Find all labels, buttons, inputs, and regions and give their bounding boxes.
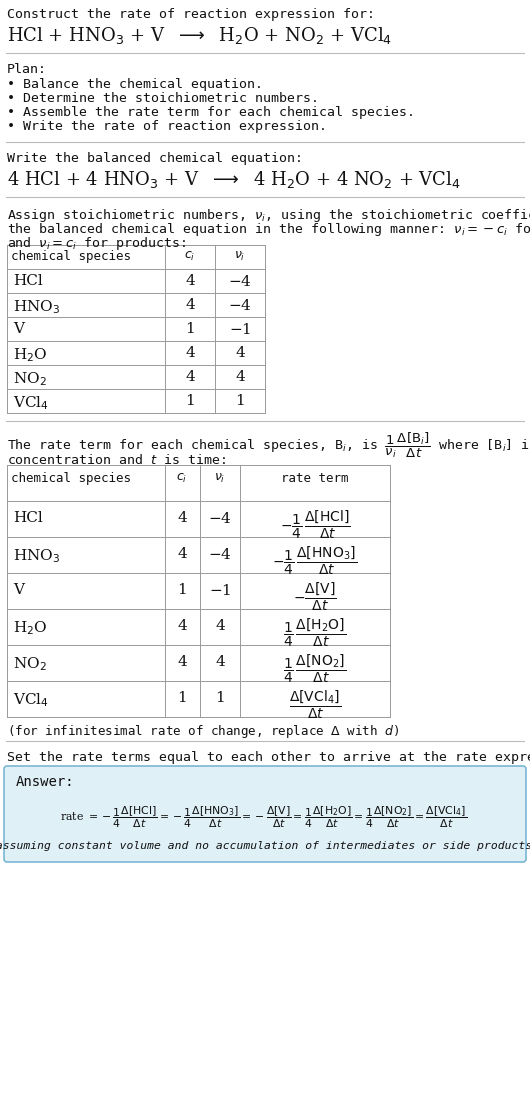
- Text: 1: 1: [177, 691, 187, 705]
- Text: and $\nu_i = c_i$ for products:: and $\nu_i = c_i$ for products:: [7, 235, 186, 252]
- Text: HNO$_3$: HNO$_3$: [13, 298, 60, 316]
- Text: 1: 1: [185, 394, 195, 408]
- Text: V: V: [13, 583, 24, 597]
- Text: 1: 1: [185, 322, 195, 336]
- Text: (assuming constant volume and no accumulation of intermediates or side products): (assuming constant volume and no accumul…: [0, 841, 530, 851]
- Text: 1: 1: [177, 583, 187, 597]
- Text: chemical species: chemical species: [11, 471, 131, 485]
- Text: $c_i$: $c_i$: [176, 471, 188, 485]
- Text: 4: 4: [185, 370, 195, 384]
- Text: $\nu_i$: $\nu_i$: [234, 250, 246, 264]
- Text: $-$1: $-$1: [209, 583, 231, 598]
- Text: $-$1: $-$1: [229, 322, 251, 337]
- Text: $-$4: $-$4: [208, 512, 232, 526]
- Text: Plan:: Plan:: [7, 63, 47, 76]
- Text: HNO$_3$: HNO$_3$: [13, 547, 60, 565]
- Text: NO$_2$: NO$_2$: [13, 655, 47, 673]
- Text: 4: 4: [185, 274, 195, 288]
- Text: VCl$_4$: VCl$_4$: [13, 691, 49, 708]
- Text: $\dfrac{1}{4}\,\dfrac{\Delta[\mathrm{NO_2}]}{\Delta t}$: $\dfrac{1}{4}\,\dfrac{\Delta[\mathrm{NO_…: [284, 653, 347, 685]
- Text: • Write the rate of reaction expression.: • Write the rate of reaction expression.: [7, 120, 327, 133]
- Text: $-\dfrac{\Delta[\mathrm{V}]}{\Delta t}$: $-\dfrac{\Delta[\mathrm{V}]}{\Delta t}$: [293, 580, 337, 614]
- FancyBboxPatch shape: [4, 766, 526, 862]
- Text: $\nu_i$: $\nu_i$: [214, 471, 226, 485]
- Text: Answer:: Answer:: [16, 775, 75, 790]
- Text: 4 HCl + 4 HNO$_3$ + V  $\longrightarrow$  4 H$_2$O + 4 NO$_2$ + VCl$_4$: 4 HCl + 4 HNO$_3$ + V $\longrightarrow$ …: [7, 169, 461, 190]
- Text: rate $= -\dfrac{1}{4}\dfrac{\Delta[\mathrm{HCl}]}{\Delta t}= -\dfrac{1}{4}\dfrac: rate $= -\dfrac{1}{4}\dfrac{\Delta[\math…: [60, 805, 467, 831]
- Text: 4: 4: [235, 370, 245, 384]
- Text: 4: 4: [215, 619, 225, 633]
- Text: 4: 4: [185, 298, 195, 312]
- Text: Set the rate terms equal to each other to arrive at the rate expression:: Set the rate terms equal to each other t…: [7, 751, 530, 764]
- Text: $c_i$: $c_i$: [184, 250, 196, 264]
- Text: $\dfrac{\Delta[\mathrm{VCl_4}]}{\Delta t}$: $\dfrac{\Delta[\mathrm{VCl_4}]}{\Delta t…: [289, 689, 341, 722]
- Text: VCl$_4$: VCl$_4$: [13, 394, 49, 411]
- Text: NO$_2$: NO$_2$: [13, 370, 47, 388]
- Text: $-$4: $-$4: [208, 547, 232, 562]
- Text: 4: 4: [235, 346, 245, 360]
- Text: V: V: [13, 322, 24, 336]
- Text: • Assemble the rate term for each chemical species.: • Assemble the rate term for each chemic…: [7, 106, 415, 119]
- Text: the balanced chemical equation in the following manner: $\nu_i = -c_i$ for react: the balanced chemical equation in the fo…: [7, 221, 530, 238]
- Text: HCl: HCl: [13, 274, 43, 288]
- Text: 4: 4: [177, 655, 187, 669]
- Text: $-\dfrac{1}{4}\,\dfrac{\Delta[\mathrm{HCl}]}{\Delta t}$: $-\dfrac{1}{4}\,\dfrac{\Delta[\mathrm{HC…: [280, 509, 350, 542]
- Text: (for infinitesimal rate of change, replace $\Delta$ with $d$): (for infinitesimal rate of change, repla…: [7, 723, 399, 739]
- Text: $-$4: $-$4: [228, 298, 252, 312]
- Text: 4: 4: [177, 512, 187, 525]
- Text: HCl + HNO$_3$ + V  $\longrightarrow$  H$_2$O + NO$_2$ + VCl$_4$: HCl + HNO$_3$ + V $\longrightarrow$ H$_2…: [7, 24, 392, 46]
- Text: H$_2$O: H$_2$O: [13, 346, 48, 364]
- Text: HCl: HCl: [13, 512, 43, 525]
- Text: Assign stoichiometric numbers, $\nu_i$, using the stoichiometric coefficients, $: Assign stoichiometric numbers, $\nu_i$, …: [7, 207, 530, 224]
- Text: chemical species: chemical species: [11, 250, 131, 264]
- Text: 4: 4: [185, 346, 195, 360]
- Text: concentration and $t$ is time:: concentration and $t$ is time:: [7, 453, 226, 467]
- Text: 4: 4: [177, 619, 187, 633]
- Text: rate term: rate term: [281, 471, 349, 485]
- Text: The rate term for each chemical species, B$_i$, is $\dfrac{1}{\nu_i}\dfrac{\Delt: The rate term for each chemical species,…: [7, 431, 530, 460]
- Text: $-\dfrac{1}{4}\,\dfrac{\Delta[\mathrm{HNO_3}]}{\Delta t}$: $-\dfrac{1}{4}\,\dfrac{\Delta[\mathrm{HN…: [272, 545, 358, 577]
- Text: $-$4: $-$4: [228, 274, 252, 289]
- Text: 4: 4: [177, 547, 187, 560]
- Text: • Determine the stoichiometric numbers.: • Determine the stoichiometric numbers.: [7, 92, 319, 105]
- Text: 1: 1: [215, 691, 225, 705]
- Text: 4: 4: [215, 655, 225, 669]
- Text: H$_2$O: H$_2$O: [13, 619, 48, 637]
- Text: • Balance the chemical equation.: • Balance the chemical equation.: [7, 78, 263, 91]
- Text: Write the balanced chemical equation:: Write the balanced chemical equation:: [7, 152, 303, 165]
- Text: Construct the rate of reaction expression for:: Construct the rate of reaction expressio…: [7, 8, 375, 21]
- Text: $\dfrac{1}{4}\,\dfrac{\Delta[\mathrm{H_2O}]}{\Delta t}$: $\dfrac{1}{4}\,\dfrac{\Delta[\mathrm{H_2…: [284, 617, 347, 649]
- Text: 1: 1: [235, 394, 245, 408]
